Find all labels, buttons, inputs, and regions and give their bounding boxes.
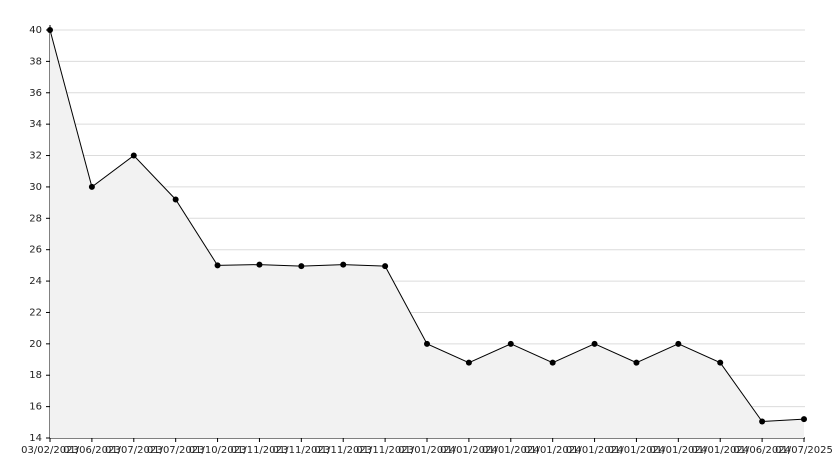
x-tick-label: 01/07/2023: [105, 445, 163, 456]
x-tick-label: 01/10/2023: [189, 445, 247, 456]
marker: [675, 340, 682, 347]
x-tick-label: 01/01/2024: [440, 445, 498, 456]
y-tick-label: 26: [29, 245, 42, 256]
y-tick-label: 14: [29, 433, 42, 444]
y-tick-label: 22: [29, 307, 42, 318]
x-tick-label: 03/02/2023: [21, 445, 79, 456]
y-tick-label: 30: [29, 182, 42, 193]
marker: [759, 418, 766, 425]
x-tick-label: 01/11/2023: [231, 445, 289, 456]
y-tick-label: 18: [29, 370, 42, 381]
y-tick-label: 32: [29, 151, 42, 162]
marker: [717, 359, 724, 366]
x-tick-label: 01/01/2024: [608, 445, 666, 456]
x-tick-label: 01/01/2024: [566, 445, 624, 456]
marker: [507, 340, 514, 347]
marker: [298, 263, 305, 270]
x-tick-label: 01/11/2023: [273, 445, 331, 456]
marker: [172, 196, 179, 203]
marker: [88, 183, 95, 190]
x-tick-label: 01/01/2024: [650, 445, 708, 456]
marker: [633, 359, 640, 366]
x-tick-label: 01/01/2024: [691, 445, 749, 456]
y-tick-label: 34: [29, 119, 42, 130]
y-tick-label: 16: [29, 402, 42, 413]
y-tick-label: 24: [29, 276, 42, 287]
x-tick-label: 01/07/2023: [147, 445, 205, 456]
y-tick-label: 28: [29, 213, 42, 224]
x-tick-label: 01/11/2023: [314, 445, 372, 456]
marker: [549, 359, 556, 366]
marker: [465, 359, 472, 366]
marker: [47, 27, 53, 33]
x-tick-label: 01/06/2024: [733, 445, 791, 456]
y-tick-label: 38: [29, 56, 42, 67]
x-tick-label: 01/01/2024: [482, 445, 540, 456]
marker: [214, 262, 221, 269]
x-tick-label: 01/01/2024: [524, 445, 582, 456]
x-tick-label: 01/07/2025: [775, 445, 833, 456]
area: [50, 30, 804, 438]
marker: [340, 261, 347, 268]
y-tick-label: 20: [29, 339, 42, 350]
marker: [256, 261, 263, 268]
x-tick-label: 01/11/2023: [356, 445, 414, 456]
marker: [424, 340, 430, 347]
marker: [130, 152, 137, 159]
x-tick-label: 01/06/2023: [63, 445, 121, 456]
marker: [382, 263, 389, 270]
y-tick-label: 40: [29, 25, 42, 36]
marker: [801, 416, 807, 423]
marker: [591, 340, 598, 347]
x-tick-label: 01/01/2024: [398, 445, 456, 456]
y-tick-label: 36: [29, 88, 42, 99]
